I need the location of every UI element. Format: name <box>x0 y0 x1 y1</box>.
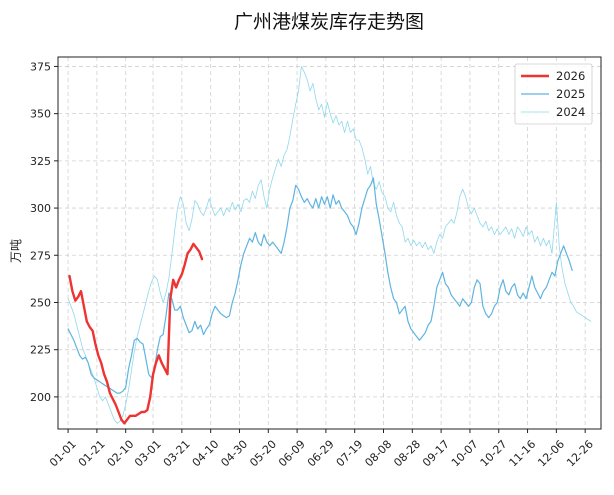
x-tick-label: 01-01 <box>47 438 79 470</box>
x-tick-label: 04-30 <box>218 438 250 470</box>
x-tick-label: 08-08 <box>362 438 394 470</box>
plot-frame <box>57 56 602 430</box>
legend-label-2024: 2024 <box>556 105 585 119</box>
x-tick-label: 12-06 <box>535 438 567 470</box>
x-tick-label: 02-10 <box>105 438 137 470</box>
legend: 2026 2025 2024 <box>514 63 593 125</box>
x-tick-label: 09-17 <box>420 438 452 470</box>
x-tick-label: 06-09 <box>276 438 308 470</box>
x-tick-label: 03-21 <box>161 438 193 470</box>
x-axis: 01-0101-2102-1003-0103-2104-1004-3005-20… <box>47 429 596 469</box>
y-tick-label: 350 <box>30 108 51 121</box>
x-tick-label: 04-10 <box>190 438 222 470</box>
legend-label-2026: 2026 <box>556 69 585 83</box>
x-tick-label: 07-19 <box>334 438 366 470</box>
legend-label-2025: 2025 <box>556 87 585 101</box>
grid-layer <box>58 57 601 429</box>
x-tick-label: 12-26 <box>564 438 596 470</box>
x-tick-label: 01-21 <box>76 438 108 470</box>
y-tick-label: 375 <box>30 60 51 73</box>
y-tick-label: 200 <box>30 391 51 404</box>
series-line-2026 <box>68 242 204 425</box>
y-axis: 200 225 250 275 300 325 350 375 <box>30 60 58 404</box>
x-tick-label: 08-28 <box>391 438 423 470</box>
x-tick-label: 11-16 <box>507 438 539 470</box>
series-line-2025 <box>67 177 573 394</box>
x-tick-label: 10-27 <box>478 438 510 470</box>
y-tick-label: 275 <box>30 249 51 262</box>
legend-box <box>514 63 593 125</box>
y-axis-label: 万吨 <box>9 239 23 263</box>
y-tick-label: 250 <box>30 296 51 309</box>
chart-title: 广州港煤炭库存走势图 <box>234 11 424 33</box>
series-line-2024 <box>67 66 592 424</box>
y-tick-label: 225 <box>30 344 51 357</box>
x-tick-label: 10-07 <box>449 438 481 470</box>
series-layer <box>67 66 592 425</box>
x-tick-label: 03-01 <box>132 438 164 470</box>
y-tick-label: 325 <box>30 155 51 168</box>
x-tick-label: 06-29 <box>305 438 337 470</box>
y-tick-label: 300 <box>30 202 51 215</box>
x-tick-label: 05-20 <box>247 438 279 470</box>
